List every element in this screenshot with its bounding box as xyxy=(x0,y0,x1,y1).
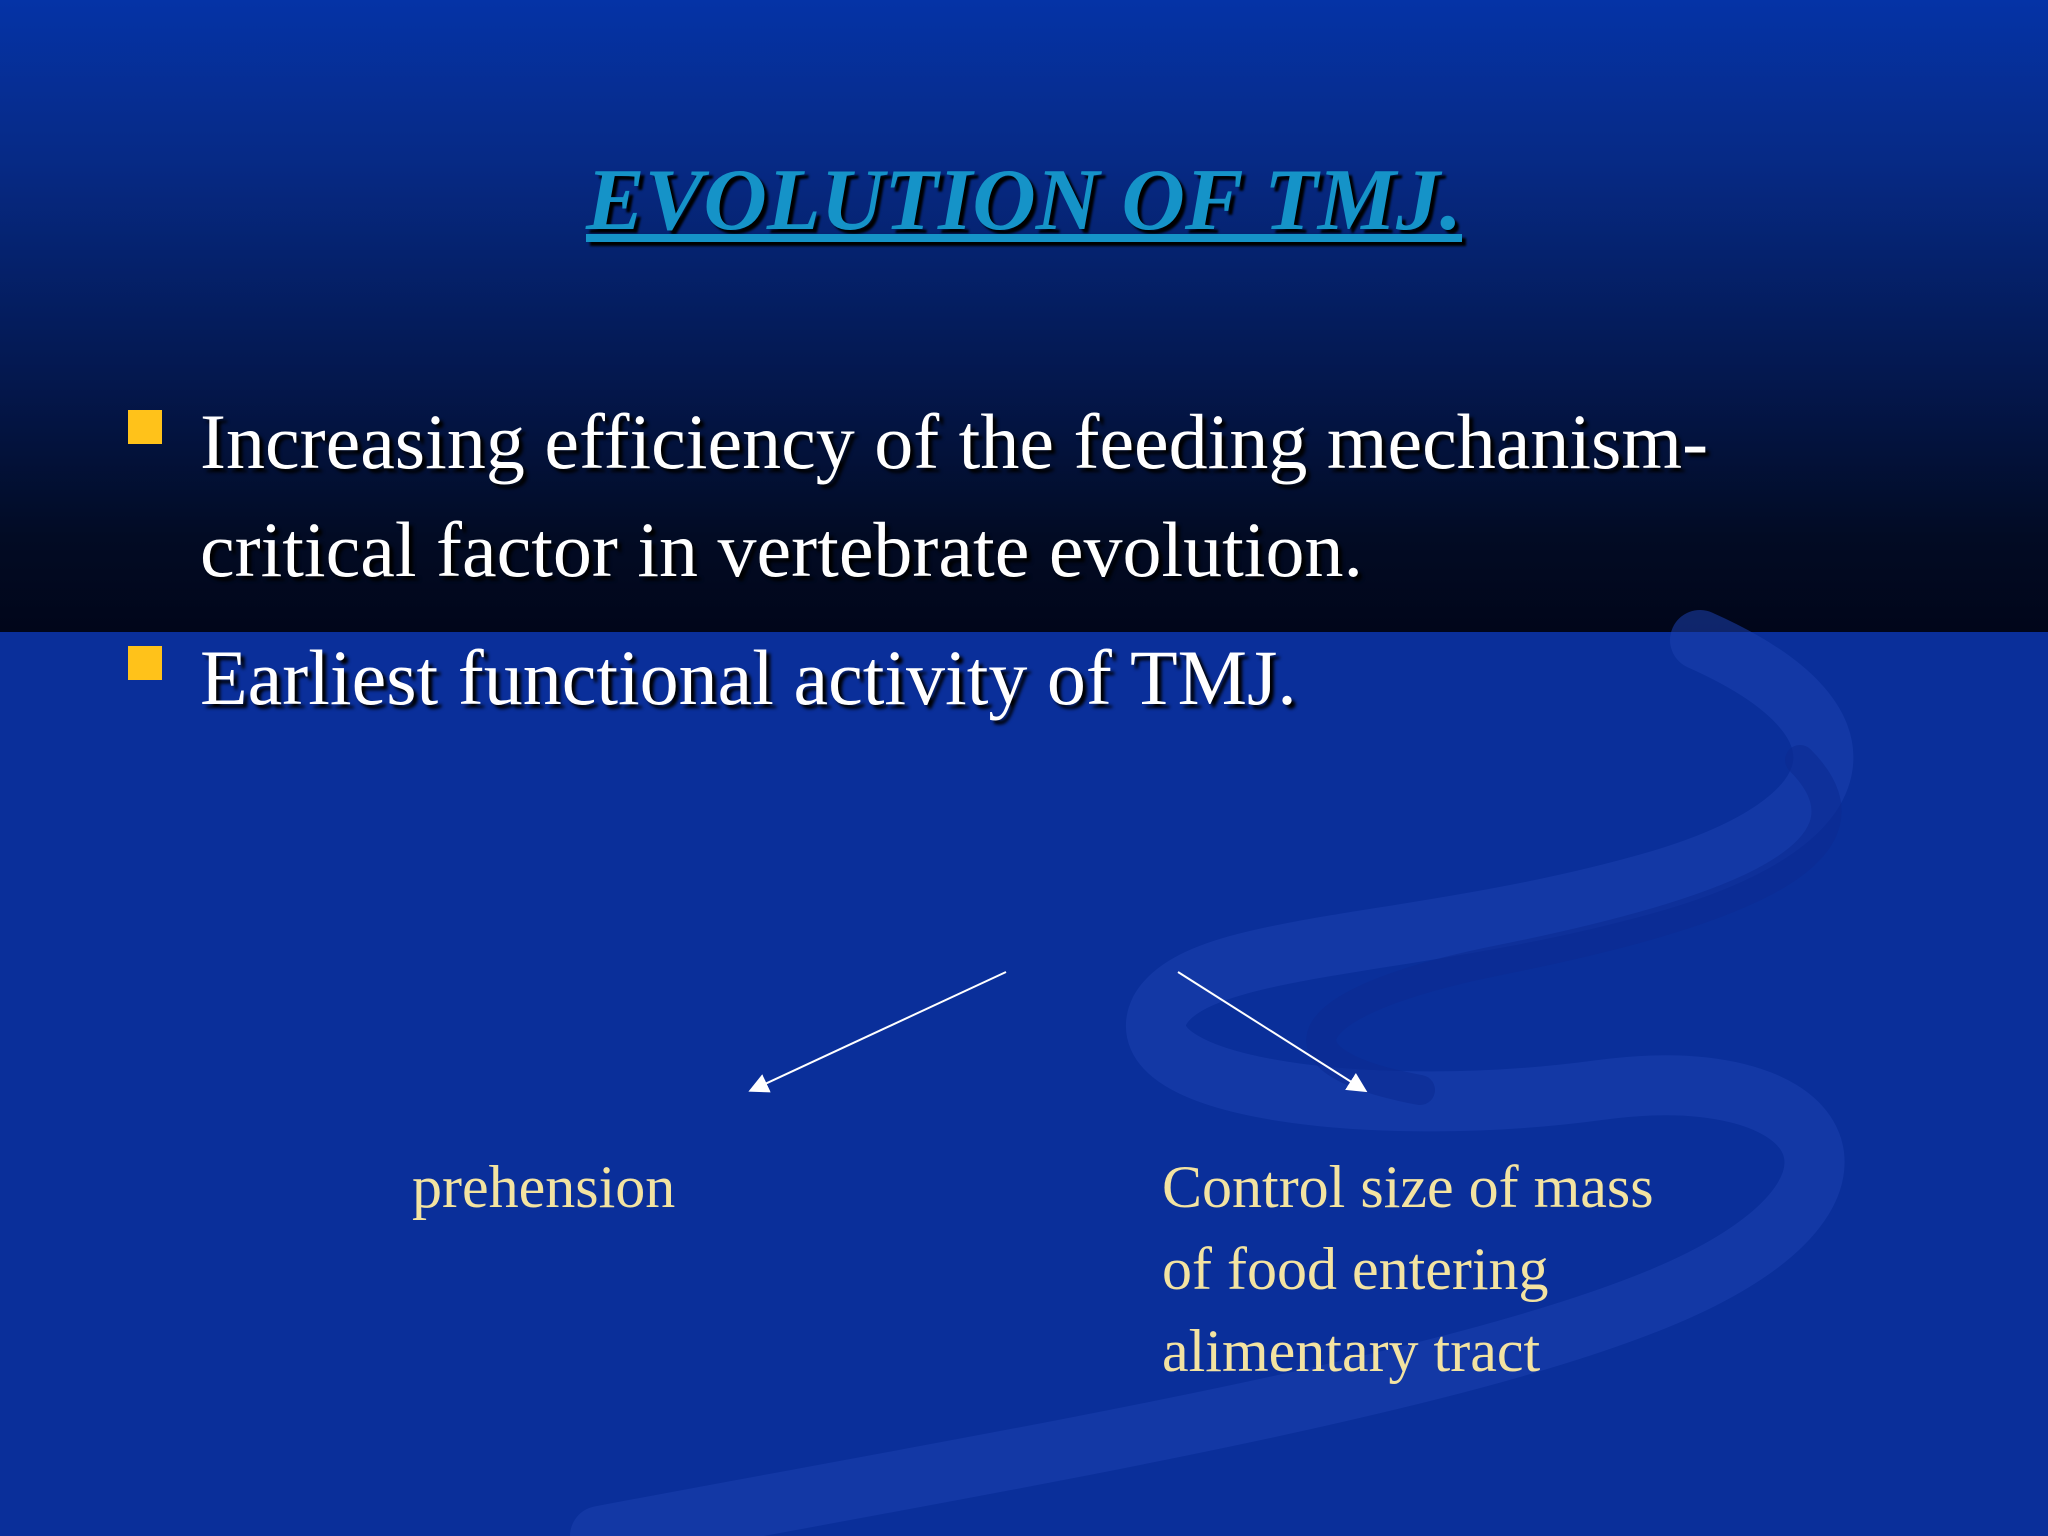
slide-title: EVOLUTION OF TMJ. xyxy=(585,152,1462,249)
label-line: alimentary tract xyxy=(1162,1318,1541,1384)
control-size-label: Control size of mass of food entering al… xyxy=(1162,1146,1782,1392)
top-gradient-band xyxy=(0,0,2048,632)
square-bullet-icon xyxy=(128,646,162,680)
square-bullet-icon xyxy=(128,410,162,444)
label-line: of food entering xyxy=(1162,1236,1549,1302)
arrow-left xyxy=(748,971,1007,1093)
bullet-item: Earliest functional activity of TMJ. xyxy=(128,624,2008,732)
prehension-label: prehension xyxy=(412,1154,676,1220)
bullet-text-line: Earliest functional activity of TMJ. xyxy=(200,634,1297,721)
label-line: Control size of mass xyxy=(1162,1154,1654,1220)
bullet-text-line: Increasing efficiency of the feeding mec… xyxy=(200,398,1709,485)
arrow-right xyxy=(1177,971,1368,1093)
bullet-text-line: critical factor in vertebrate evolution. xyxy=(200,506,1363,593)
bullet-item: Increasing efficiency of the feeding mec… xyxy=(128,388,2008,604)
bullet-list: Increasing efficiency of the feeding mec… xyxy=(128,388,2008,732)
